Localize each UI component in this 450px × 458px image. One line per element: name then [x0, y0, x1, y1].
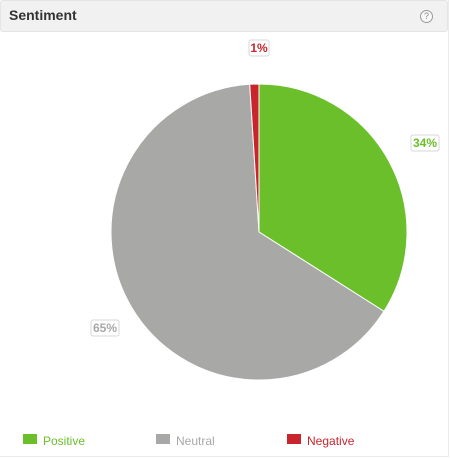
legend-label-positive: Positive	[43, 434, 86, 448]
legend-label-negative: Negative	[307, 434, 355, 448]
data-label-neutral: 65%	[90, 319, 120, 337]
chart-legend: Positive Neutral Negative	[0, 432, 450, 450]
data-label-box-negative	[248, 39, 270, 57]
legend-swatch-neutral	[156, 434, 170, 444]
pie-slice-neutral[interactable]	[110, 83, 385, 381]
legend-swatch-positive	[23, 434, 37, 444]
data-label-box-positive	[410, 134, 440, 152]
data-label-text-positive: 34%	[413, 136, 437, 150]
pie-slice-negative[interactable]	[249, 83, 260, 233]
legend-label-neutral: Neutral	[176, 434, 215, 448]
pie-data-labels: 34% 65% 1%	[90, 39, 440, 337]
data-label-positive: 34%	[410, 134, 440, 152]
pie-slices	[110, 83, 408, 381]
widget-title: Sentiment	[9, 7, 77, 23]
data-label-text-neutral: 65%	[93, 321, 117, 335]
widget-header: Sentiment ?	[0, 0, 448, 32]
data-label-text-negative: 1%	[250, 41, 268, 55]
data-label-negative: 1%	[248, 39, 270, 57]
data-label-box-neutral	[90, 319, 120, 337]
legend-swatch-negative	[287, 434, 301, 444]
pie-slice-positive[interactable]	[258, 83, 408, 312]
help-icon[interactable]: ?	[420, 10, 433, 23]
